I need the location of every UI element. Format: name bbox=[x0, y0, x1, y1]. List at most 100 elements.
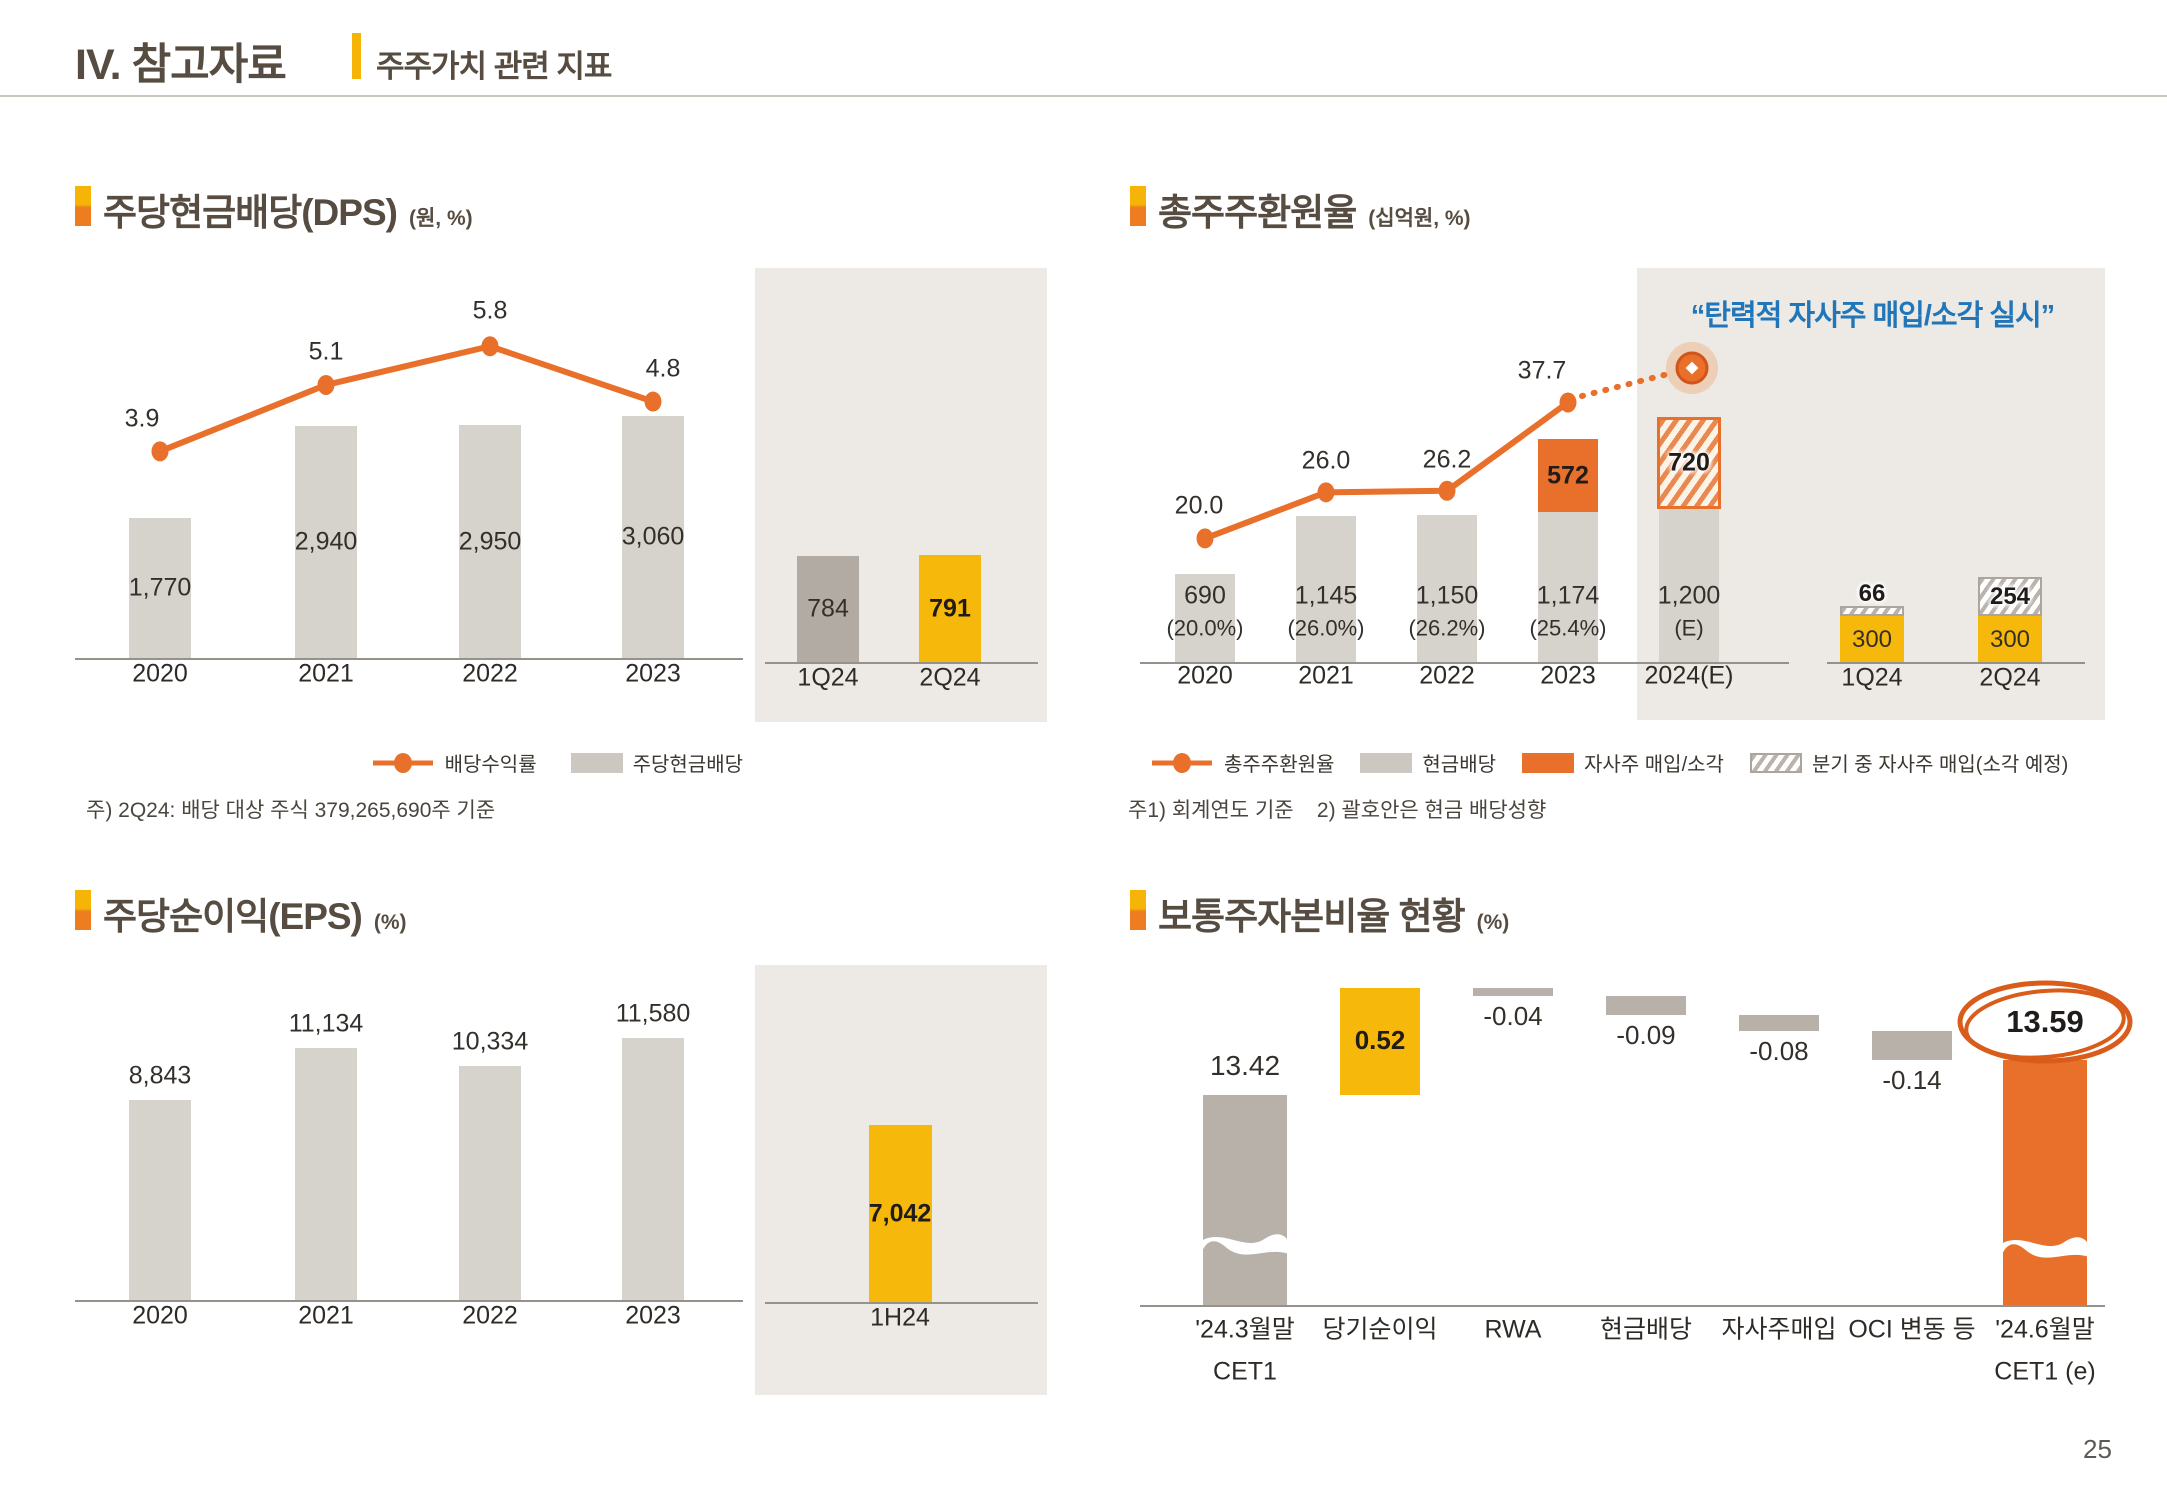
cet1-x-label: CET1 bbox=[1213, 1357, 1277, 1386]
cet1-section-title: 보통주자본비율 현황 (%) bbox=[1158, 886, 1509, 940]
eps-x-label: 2020 bbox=[132, 1301, 188, 1330]
tsr-cash-sublabel: (26.0%) bbox=[1287, 615, 1365, 641]
tsr-panel-planned-bar-2Q24 bbox=[1978, 577, 2042, 616]
eps-unit: (%) bbox=[373, 911, 407, 934]
cet1-delta-label: -0.14 bbox=[1882, 1065, 1942, 1096]
dps-line-label: 5.1 bbox=[308, 337, 344, 366]
eps-bar-label: 11,134 bbox=[288, 1009, 364, 1038]
legend-item: 자사주 매입/소각 bbox=[1522, 748, 1724, 777]
dps-bar-2020 bbox=[129, 518, 191, 658]
tsr-planned-label: 720 bbox=[1668, 448, 1710, 477]
tsr-x-label: 2024(E) bbox=[1644, 661, 1734, 690]
dps-panel-x-label: 1Q24 bbox=[797, 663, 859, 692]
eps-panel-axis bbox=[765, 1302, 1038, 1304]
tsr-panel-planned-label: 66 bbox=[1858, 580, 1886, 608]
tsr-cash-bar-2020 bbox=[1175, 574, 1235, 662]
eps-bar-label: 11,580 bbox=[615, 999, 691, 1028]
eps-bar-label: 10,334 bbox=[451, 1027, 529, 1056]
legend-label: 분기 중 자사주 매입(소각 예정) bbox=[1811, 754, 2069, 776]
legend-graybox-marker-icon bbox=[1360, 752, 1413, 773]
legend-graybox-marker-icon bbox=[570, 752, 623, 773]
dps-x-label: 2021 bbox=[298, 659, 354, 688]
cet1-title: 보통주자본비율 현황 bbox=[1158, 896, 1466, 937]
dps-line-dot bbox=[317, 374, 335, 395]
cet1-x-label: RWA bbox=[1484, 1315, 1542, 1344]
page-title: IV. 참고자료 bbox=[75, 41, 287, 89]
eps-x-label: 2022 bbox=[462, 1301, 518, 1330]
legend-label: 현금배당 bbox=[1422, 754, 1497, 776]
eps-axis bbox=[75, 1300, 743, 1302]
cet1-delta-label: -0.08 bbox=[1749, 1036, 1809, 1067]
header-divider bbox=[0, 95, 2167, 97]
dps-yield-line bbox=[158, 343, 654, 455]
tsr-panel-cash-bar-2Q24 bbox=[1978, 616, 2042, 662]
dps-legend: 배당수익률 주당현금배당 bbox=[371, 748, 743, 777]
tsr-cash-sublabel: (25.4%) bbox=[1529, 615, 1607, 641]
legend-item: 주당현금배당 bbox=[570, 748, 743, 777]
legend-label: 주당현금배당 bbox=[632, 754, 743, 776]
dps-x-label: 2020 bbox=[132, 659, 188, 688]
tsr-line-label: 26.2 bbox=[1422, 445, 1472, 474]
dps-line-label: 4.8 bbox=[645, 354, 681, 383]
cet1-col-5 bbox=[1872, 1031, 1952, 1060]
tsr-x-label: 2022 bbox=[1419, 661, 1475, 690]
tsr-cash-label: 1,145 bbox=[1294, 581, 1358, 610]
dps-panel-bar-label: 791 bbox=[929, 594, 971, 623]
tsr-panel-x-label: 1Q24 bbox=[1841, 663, 1903, 692]
dps-x-label: 2022 bbox=[462, 659, 518, 688]
cet1-start-value: 13.42 bbox=[1209, 1049, 1281, 1081]
dps-line-label: 5.8 bbox=[472, 296, 508, 325]
cet1-axis bbox=[1140, 1305, 2105, 1307]
tsr-title-bullet bbox=[1130, 186, 1146, 226]
dps-line-dot bbox=[644, 391, 662, 412]
dps-panel-bar-1Q24 bbox=[797, 556, 859, 662]
cet1-col-0 bbox=[1203, 1095, 1287, 1305]
tsr-cash-sublabel: (26.2%) bbox=[1408, 615, 1486, 641]
tsr-panel-cash-label: 300 bbox=[1851, 626, 1893, 654]
cet1-x-label: 당기순이익 bbox=[1322, 1315, 1438, 1344]
cet1-x-label: 현금배당 bbox=[1599, 1315, 1693, 1344]
tsr-planned-bar bbox=[1657, 417, 1721, 509]
dps-line-dot bbox=[481, 336, 499, 357]
tsr-return-line bbox=[1203, 400, 1570, 542]
tsr-section-title: 총주주환원율 (십억원, %) bbox=[1158, 182, 1471, 236]
dps-bar-label: 2,950 bbox=[458, 527, 522, 556]
dps-footnote: 주) 2Q24: 배당 대상 주식 379,265,690주 기준 bbox=[86, 799, 496, 822]
eps-bar-2022 bbox=[459, 1066, 521, 1300]
header-separator-bar bbox=[352, 33, 361, 79]
tsr-x-label: 2021 bbox=[1298, 661, 1354, 690]
tsr-line-dot bbox=[1196, 528, 1214, 549]
page-subtitle: 주주가치 관련 지표 bbox=[376, 49, 612, 84]
eps-x-label: 2021 bbox=[298, 1301, 354, 1330]
cet1-col-4 bbox=[1739, 1014, 1819, 1032]
dps-axis bbox=[75, 658, 743, 660]
legend-label: 자사주 매입/소각 bbox=[1584, 754, 1724, 776]
dps-line-dot bbox=[151, 441, 169, 462]
eps-title: 주당순이익(EPS) bbox=[103, 896, 363, 937]
tsr-x-label: 2020 bbox=[1177, 661, 1233, 690]
legend-item: 총주주환원율 bbox=[1150, 748, 1334, 777]
tsr-x-label: 2023 bbox=[1540, 661, 1596, 690]
legend-item: 현금배당 bbox=[1360, 748, 1496, 777]
tsr-line-label: 26.0 bbox=[1301, 446, 1351, 475]
dps-bar-label: 3,060 bbox=[621, 522, 685, 551]
tsr-cash-label: 690 bbox=[1184, 581, 1226, 610]
dps-panel-x-label: 2Q24 bbox=[919, 663, 981, 692]
tsr-panel-axis bbox=[1827, 662, 2085, 664]
tsr-line-label: 37.7 bbox=[1517, 357, 1567, 386]
cet1-col-3 bbox=[1606, 996, 1686, 1015]
eps-bar-2023 bbox=[622, 1038, 684, 1300]
dps-line-label: 3.9 bbox=[124, 404, 160, 433]
dps-title-bullet bbox=[75, 186, 91, 226]
tsr-cash-label: 1,200 bbox=[1657, 581, 1721, 610]
tsr-panel-cash-label: 300 bbox=[1989, 626, 2031, 654]
tsr-cash-sublabel: (20.0%) bbox=[1166, 615, 1244, 641]
dps-panel-bar-2Q24 bbox=[919, 555, 981, 662]
tsr-unit: (십억원, %) bbox=[1368, 207, 1471, 230]
cet1-delta-label: -0.09 bbox=[1616, 1019, 1676, 1050]
legend-line-marker-icon bbox=[372, 752, 433, 773]
cet1-col-1 bbox=[1340, 987, 1420, 1095]
eps-x-label: 2023 bbox=[625, 1301, 681, 1330]
eps-panel-bar-label: 7,042 bbox=[868, 1199, 932, 1228]
eps-panel-bar-1H24 bbox=[868, 1125, 932, 1302]
